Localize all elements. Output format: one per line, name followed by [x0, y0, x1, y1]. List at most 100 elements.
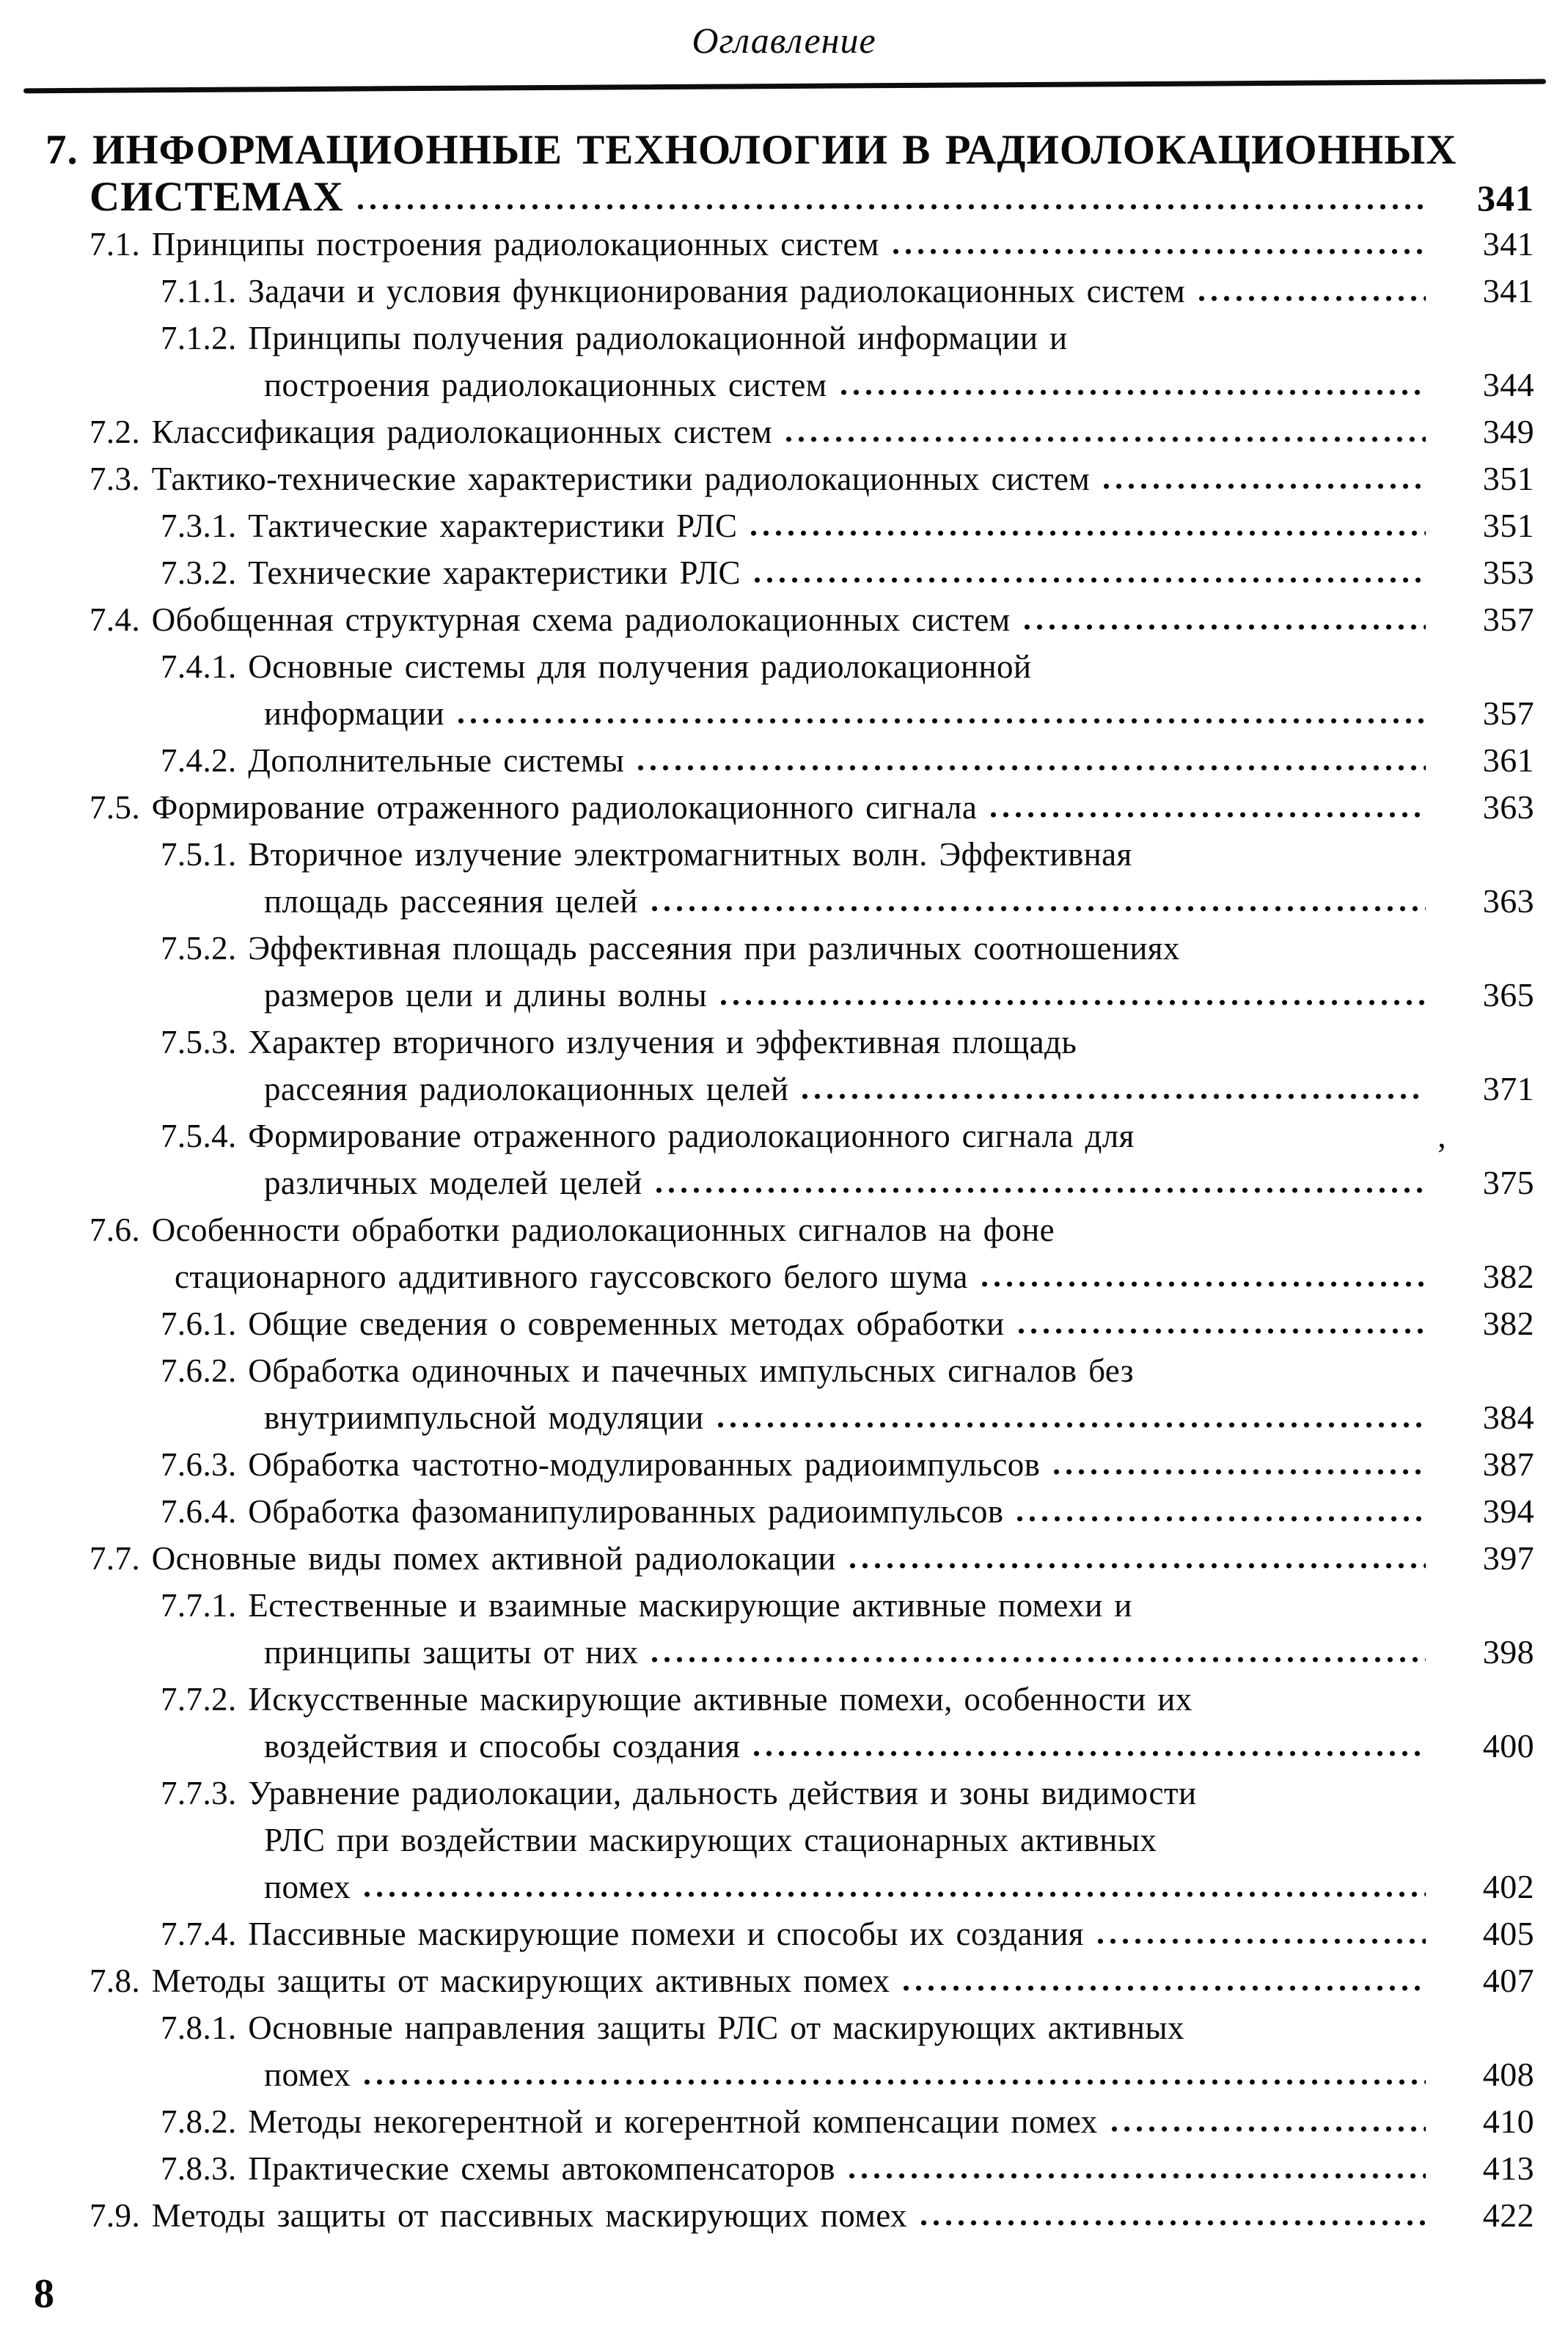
toc-line: 7.1.2. Принципы получения радиолокационн… — [161, 315, 1534, 362]
toc-line: 7.6.1. Общие сведения о современных мето… — [161, 1300, 1534, 1347]
toc-entry-text: 7.1.2. Принципы получения радиолокационн… — [161, 320, 1068, 356]
toc-page-number: 394 — [1482, 1492, 1534, 1530]
dot-leader — [648, 905, 1426, 912]
toc-page-number: 422 — [1482, 2196, 1534, 2234]
toc-line: 7.7. Основные виды помех активной радиол… — [89, 1535, 1534, 1582]
dot-leader — [747, 529, 1426, 537]
toc-page-number: 387 — [1482, 1445, 1534, 1483]
toc-line: 7.4.2. Дополнительные системы 361 — [161, 737, 1534, 784]
dot-leader — [455, 717, 1426, 725]
toc-page-number: 365 — [1482, 976, 1534, 1014]
toc-page-number: 341 — [1482, 272, 1534, 309]
toc-line: помех 408 — [264, 2051, 1534, 2098]
toc-line: размеров цели и длины волны 365 — [264, 972, 1534, 1019]
toc-entry-text: помех — [264, 1869, 351, 1905]
toc-entry-text: 7.3.2. Технические характеристики РЛС — [161, 554, 741, 591]
toc-page-number: 398 — [1482, 1633, 1534, 1671]
dot-leader — [1100, 483, 1426, 490]
toc-page-number: 341 — [1477, 177, 1534, 219]
dot-leader — [353, 203, 1426, 210]
toc-line: 7.5.3. Характер вторичного излучения и э… — [161, 1019, 1534, 1066]
toc-line: 7.5.2. Эффективная площадь рассеяния при… — [161, 925, 1534, 972]
toc-page-number: 400 — [1482, 1727, 1534, 1765]
toc-page-number: 357 — [1482, 695, 1534, 732]
toc-page-number: 407 — [1482, 1962, 1534, 1999]
toc-line: площадь рассеяния целей 363 — [264, 878, 1534, 925]
dot-leader — [917, 2219, 1426, 2227]
dot-leader — [750, 1750, 1426, 1757]
toc-page-number: 351 — [1482, 507, 1534, 544]
toc-entry-text: 7.5. Формирование отраженного радиолокац… — [89, 789, 978, 826]
toc-entry-text: 7.2. Классификация радиолокационных сист… — [89, 414, 772, 450]
dot-leader — [1014, 1327, 1426, 1335]
toc-page-number: 402 — [1482, 1868, 1534, 1905]
toc-entry-text: 7.6.3. Обработка частотно-модулированных… — [161, 1446, 1041, 1483]
toc-line: 7.8.1. Основные направления защиты РЛС о… — [161, 2004, 1534, 2051]
dot-leader — [714, 1421, 1426, 1429]
toc-line: информации 357 — [264, 690, 1534, 737]
scan-artifact-mark: , — [1437, 1118, 1446, 1154]
toc-line: воздействия и способы создания 400 — [264, 1723, 1534, 1770]
toc-line: стационарного аддитивного гауссовского б… — [175, 1253, 1534, 1300]
toc-line: 7.3.2. Технические характеристики РЛС 353 — [161, 549, 1534, 596]
dot-leader — [634, 764, 1426, 772]
toc-line: 7.7.1. Естественные и взаимные маскирующ… — [161, 1582, 1534, 1629]
toc-entry-text: СИСТЕМАХ — [89, 174, 344, 220]
toc-line: 7.3. Тактико-технические характеристики … — [89, 455, 1534, 502]
dot-leader — [1195, 295, 1426, 302]
toc-entry-text: 7.3. Тактико-технические характеристики … — [89, 461, 1091, 497]
toc-line: 7.8. Методы защиты от маскирующих активн… — [89, 1957, 1534, 2004]
toc-entry-text: 7.7.3. Уравнение радиолокации, дальность… — [161, 1775, 1197, 1811]
toc-line: 7.7.3. Уравнение радиолокации, дальность… — [161, 1770, 1534, 1817]
toc-entry-text: 7.9. Методы защиты от пассивных маскирую… — [89, 2197, 907, 2234]
dot-leader — [361, 2078, 1426, 2086]
dot-leader — [1014, 1515, 1426, 1522]
toc-page-number: 410 — [1482, 2103, 1534, 2140]
toc-line: 7.6.3. Обработка частотно-модулированных… — [161, 1441, 1534, 1488]
toc-line: 7.6.4. Обработка фазоманипулированных ра… — [161, 1488, 1534, 1535]
toc-line: 7. ИНФОРМАЦИОННЫЕ ТЕХНОЛОГИИ В РАДИОЛОКА… — [45, 127, 1534, 174]
toc-line: 7.1.1. Задачи и условия функционирования… — [161, 268, 1534, 315]
toc-line: 7.1. Принципы построения радиолокационны… — [89, 221, 1534, 268]
toc-page-number: 363 — [1482, 882, 1534, 920]
toc-entry-text: 7.6. Особенности обработки радиолокацион… — [89, 1212, 1055, 1248]
dot-leader — [1050, 1468, 1426, 1476]
toc-entry-text: 7.3.1. Тактические характеристики РЛС — [161, 507, 738, 544]
dot-leader — [837, 389, 1426, 396]
toc-page-number: 344 — [1482, 366, 1534, 403]
dot-leader — [782, 436, 1426, 443]
toc-entry-text: 7.1.1. Задачи и условия функционирования… — [161, 273, 1186, 309]
dot-leader — [717, 999, 1426, 1006]
toc-page-number: 384 — [1482, 1399, 1534, 1436]
toc-page-number: 363 — [1482, 788, 1534, 826]
toc-entry-text: рассеяния радиолокационных целей — [264, 1071, 789, 1107]
toc-page-number: 382 — [1482, 1258, 1534, 1295]
toc-entry-text: 7.4. Обобщенная структурная схема радиол… — [89, 601, 1011, 638]
toc-page-number: 353 — [1482, 554, 1534, 591]
toc-entry-text: 7.5.3. Характер вторичного излучения и э… — [161, 1024, 1077, 1060]
dot-leader — [648, 1656, 1426, 1663]
dot-leader — [799, 1093, 1426, 1100]
toc-entry-text: стационарного аддитивного гауссовского б… — [175, 1258, 968, 1295]
toc-entry-text: 7.7.4. Пассивные маскирующие помехи и сп… — [161, 1916, 1084, 1952]
toc-entry-text: 7.6.2. Обработка одиночных и пачечных им… — [161, 1352, 1134, 1389]
toc-line: 7.2. Классификация радиолокационных сист… — [89, 408, 1534, 455]
page-header-title: Оглавление — [692, 20, 876, 61]
dot-leader — [845, 2172, 1426, 2180]
toc-entry-text: 7.4.1. Основные системы для получения ра… — [161, 648, 1032, 685]
toc-entry-text: РЛС при воздействии маскирующих стациона… — [264, 1822, 1157, 1858]
toc-entry-text: 7.6.4. Обработка фазоманипулированных ра… — [161, 1493, 1004, 1530]
toc-entry-text: 7.5.4. Формирование отраженного радиолок… — [161, 1118, 1135, 1154]
dot-leader — [361, 1891, 1426, 1898]
toc-entry-text: принципы защиты от них — [264, 1634, 639, 1671]
dot-leader — [978, 1280, 1426, 1288]
dot-leader — [652, 1187, 1426, 1194]
toc-entry-text: 7.5.2. Эффективная площадь рассеяния при… — [161, 930, 1180, 967]
toc-line: 7.5.4. Формирование отраженного радиолок… — [161, 1113, 1534, 1159]
toc-entry-text: площадь рассеяния целей — [264, 883, 638, 920]
toc-entry-text: 7.8.1. Основные направления защиты РЛС о… — [161, 2009, 1184, 2046]
toc-page-number: 382 — [1482, 1305, 1534, 1342]
toc-entry-text: построения радиолокационных систем — [264, 367, 827, 403]
toc-page-number: 375 — [1482, 1164, 1534, 1201]
toc-line: 7.3.1. Тактические характеристики РЛС 351 — [161, 502, 1534, 549]
